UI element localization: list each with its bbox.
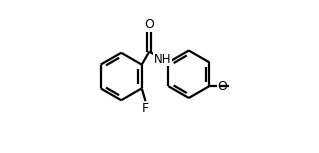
Text: F: F — [142, 102, 149, 115]
Text: NH: NH — [153, 53, 171, 66]
Text: O: O — [217, 80, 227, 93]
Text: O: O — [144, 18, 154, 31]
